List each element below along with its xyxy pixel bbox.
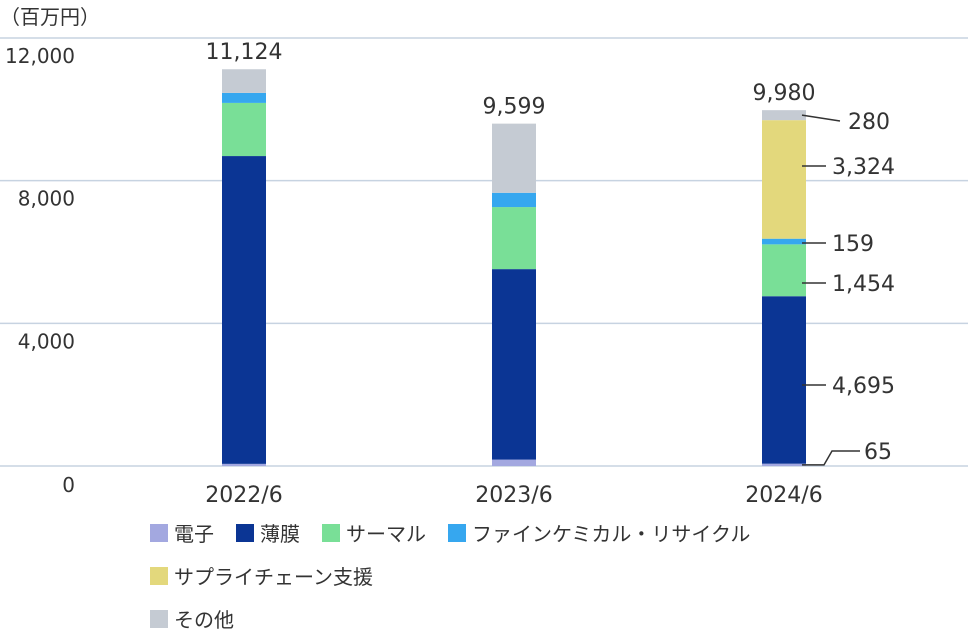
annotation-label: 65: [864, 440, 892, 465]
bar-stack: [762, 110, 806, 466]
annotation-label: 3,324: [832, 155, 895, 180]
legend-swatch: [150, 566, 168, 585]
legend-swatch: [150, 609, 168, 628]
bars: [222, 69, 806, 466]
bar-stack: [222, 69, 266, 466]
x-tick-label: 2022/6: [205, 483, 282, 508]
legend: 電子 薄膜 サーマル ファインケミカル・リサイクルサプライチェーン支援 その他: [150, 518, 910, 633]
total-label: 11,124: [206, 40, 283, 65]
bar-segment: [762, 238, 806, 245]
annotation-label: 280: [848, 110, 890, 135]
annotation-label: 159: [832, 232, 874, 257]
legend-label: サーマル: [346, 522, 426, 546]
stacked-bar-chart: （百万円） 0 4,000 8,000 12,000 11,124 9,599 9,980…: [0, 5, 968, 508]
bar-segment: [492, 269, 536, 460]
legend-label: 薄膜: [260, 522, 300, 546]
unit-label: （百万円）: [0, 5, 100, 29]
bar-segment: [222, 69, 266, 93]
y-tick-label: 8,000: [18, 187, 75, 211]
legend-item: サーマル: [322, 518, 426, 547]
legend-swatch: [236, 523, 254, 542]
annotation-label: 1,454: [832, 272, 895, 297]
bar-segment: [492, 123, 536, 193]
grid-lines: [0, 37, 968, 467]
legend-swatch: [448, 523, 466, 542]
legend-swatch: [322, 523, 340, 542]
bar-segment: [762, 244, 806, 297]
bar-segment: [762, 463, 806, 466]
bar-segment: [222, 463, 266, 466]
total-label: 9,599: [483, 95, 546, 120]
bar-segment: [762, 110, 806, 121]
bar-segment: [762, 120, 806, 239]
y-axis-tick-labels: 0 4,000 8,000 12,000: [5, 44, 75, 497]
bar-segment: [222, 92, 266, 103]
bar-segment: [492, 207, 536, 270]
bar-stack: [492, 123, 536, 466]
legend-label: その他: [174, 608, 234, 632]
bar-segment: [222, 102, 266, 157]
annotation-leader: [801, 114, 841, 122]
y-tick-label: 4,000: [18, 329, 75, 353]
y-tick-label: 0: [62, 473, 75, 497]
legend-item: ファインケミカル・リサイクル: [448, 518, 750, 547]
legend-label: ファインケミカル・リサイクル: [472, 522, 751, 546]
legend-item: その他: [150, 604, 234, 633]
legend-item: 電子: [150, 518, 214, 547]
total-label: 9,980: [753, 81, 816, 106]
y-tick-label: 12,000: [5, 44, 75, 68]
legend-label: 電子: [174, 522, 214, 546]
legend-label: サプライチェーン支援: [174, 565, 373, 589]
bar-segment: [492, 192, 536, 208]
x-axis-tick-labels: 2022/6 2023/6 2024/6: [205, 483, 822, 508]
bar-segment: [492, 459, 536, 466]
total-labels: 11,124 9,599 9,980: [206, 40, 816, 119]
x-tick-label: 2024/6: [745, 483, 822, 508]
legend-swatch: [150, 523, 168, 542]
bar-segment: [222, 156, 266, 464]
annotation-label: 4,695: [832, 374, 895, 399]
x-tick-label: 2023/6: [475, 483, 552, 508]
bar-segment: [762, 296, 806, 464]
legend-item: 薄膜: [236, 518, 300, 547]
segment-annotations: 65 4,695 1,454 159 3,324 280: [801, 110, 895, 466]
legend-item: サプライチェーン支援: [150, 561, 910, 590]
annotation-leader: [802, 450, 860, 466]
